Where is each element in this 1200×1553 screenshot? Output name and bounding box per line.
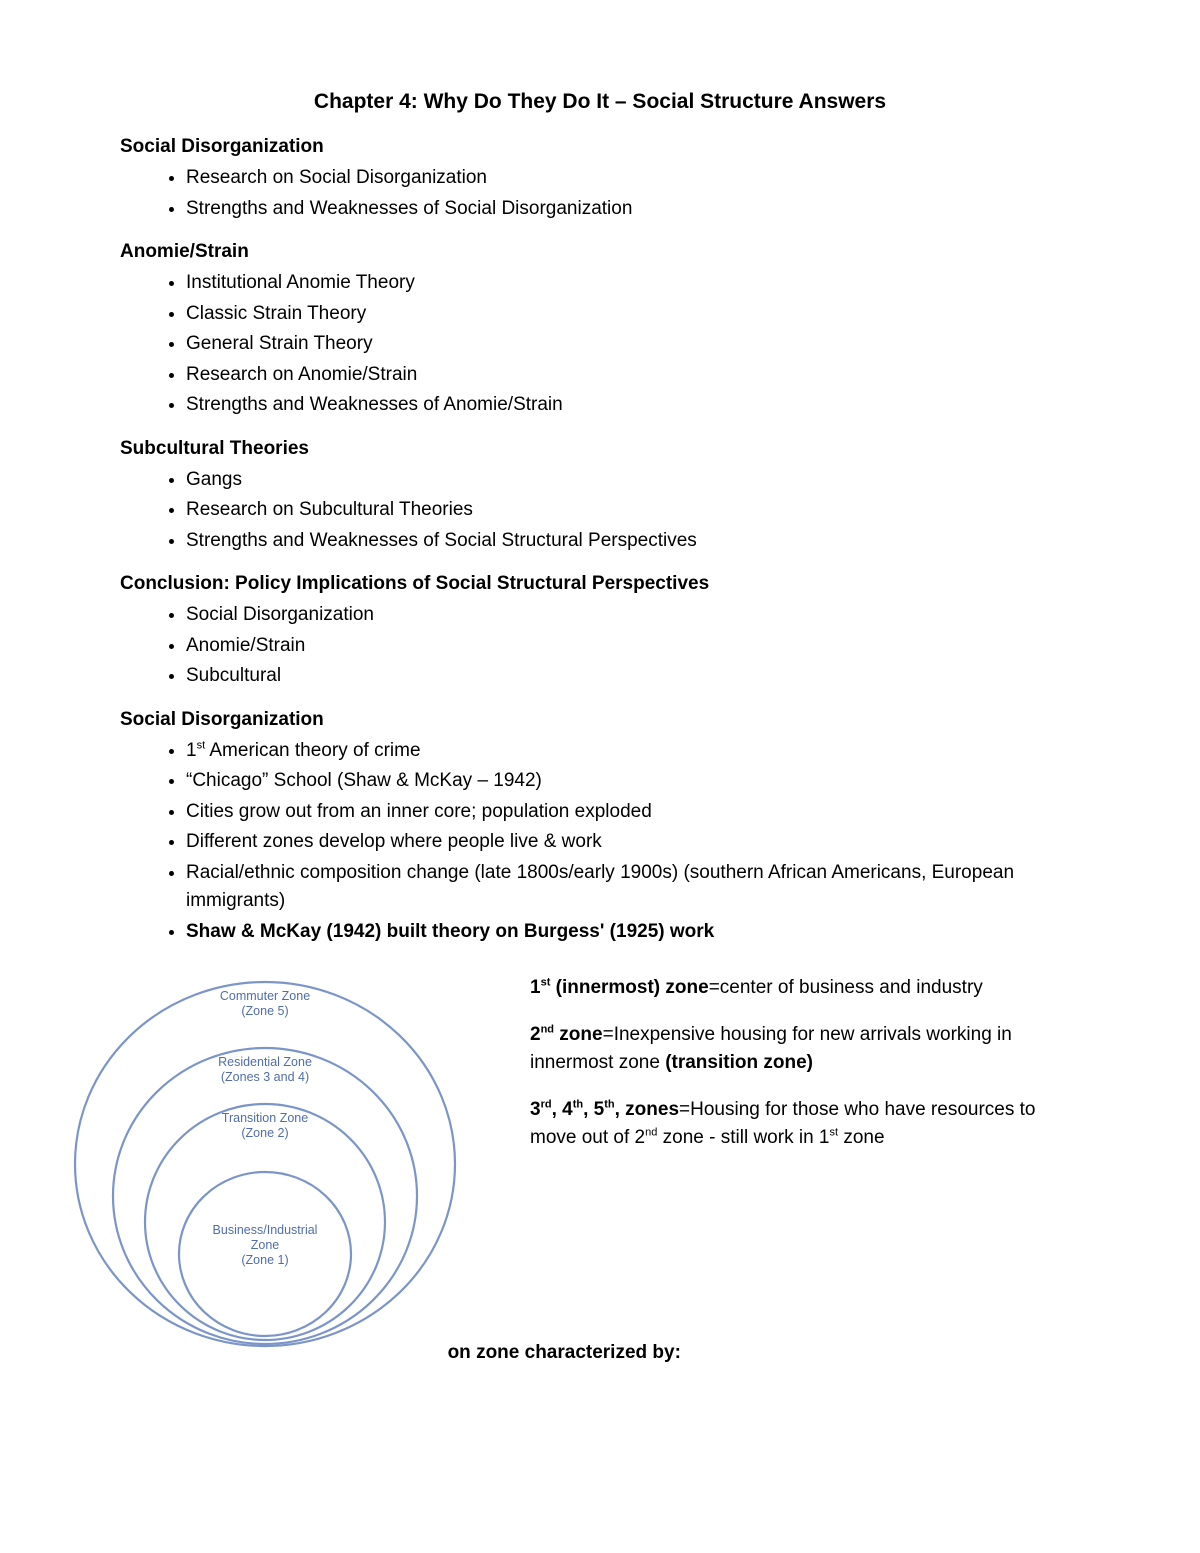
bullet-item: Institutional Anomie Theory — [186, 269, 1080, 298]
bullet-list: Research on Social DisorganizationStreng… — [120, 164, 1080, 223]
bullet-item: Research on Social Disorganization — [186, 164, 1080, 193]
document-page: Chapter 4: Why Do They Do It – Social St… — [0, 0, 1200, 1553]
bullet-item: Gangs — [186, 466, 1080, 495]
bullet-item: Cities grow out from an inner core; popu… — [186, 798, 1080, 827]
page-title: Chapter 4: Why Do They Do It – Social St… — [120, 90, 1080, 114]
zone-label: Residential Zone — [218, 1055, 312, 1069]
bullet-list: Institutional Anomie TheoryClassic Strai… — [120, 269, 1080, 420]
bullet-item: 1st American theory of crime — [186, 737, 1080, 766]
sections-container: Social Disorganization Research on Social… — [120, 136, 1080, 946]
bullet-item: Strengths and Weaknesses of Social Disor… — [186, 195, 1080, 224]
bullet-item: Racial/ethnic composition change (late 1… — [186, 859, 1080, 916]
section-heading: Subcultural Theories — [120, 438, 1080, 460]
zone-description: 3rd, 4th, 5th, zones=Housing for those w… — [530, 1096, 1080, 1153]
zone-label: Zone — [251, 1238, 280, 1252]
bullet-item: Shaw & McKay (1942) built theory on Burg… — [186, 918, 1080, 947]
zone-ellipse-2 — [113, 1048, 417, 1344]
bullet-item: Strengths and Weaknesses of Social Struc… — [186, 527, 1080, 556]
section-heading: Conclusion: Policy Implications of Socia… — [120, 573, 1080, 595]
zone-label: (Zone 1) — [241, 1253, 288, 1267]
bullet-item: Social Disorganization — [186, 601, 1080, 630]
zone-ellipse-1 — [75, 982, 455, 1346]
zone-svg: Commuter Zone(Zone 5)Residential Zone(Zo… — [70, 974, 500, 1374]
bullet-item: Research on Subcultural Theories — [186, 496, 1080, 525]
zone-label: Business/Industrial — [213, 1223, 318, 1237]
bullet-item: Classic Strain Theory — [186, 300, 1080, 329]
section-heading: Social Disorganization — [120, 136, 1080, 158]
zone-description: 2nd zone=Inexpensive housing for new arr… — [530, 1021, 1080, 1078]
zone-label: (Zone 5) — [241, 1004, 288, 1018]
zone-label: (Zone 2) — [241, 1126, 288, 1140]
bullet-item: General Strain Theory — [186, 330, 1080, 359]
bullet-list: 1st American theory of crime“Chicago” Sc… — [120, 737, 1080, 947]
bullet-list: GangsResearch on Subcultural TheoriesStr… — [120, 466, 1080, 556]
section-heading: Social Disorganization — [120, 709, 1080, 731]
bullet-item: Research on Anomie/Strain — [186, 361, 1080, 390]
zone-label: Commuter Zone — [220, 989, 310, 1003]
bullet-item: Different zones develop where people liv… — [186, 828, 1080, 857]
zone-label: (Zones 3 and 4) — [221, 1070, 309, 1084]
section-heading: Anomie/Strain — [120, 241, 1080, 263]
bullet-item: Strengths and Weaknesses of Anomie/Strai… — [186, 391, 1080, 420]
bullet-item: Anomie/Strain — [186, 632, 1080, 661]
bullet-list: Social DisorganizationAnomie/StrainSubcu… — [120, 601, 1080, 691]
zone-label: Transition Zone — [222, 1111, 308, 1125]
bullet-item: “Chicago” School (Shaw & McKay – 1942) — [186, 767, 1080, 796]
zone-description: 1st (innermost) zone=center of business … — [530, 974, 1080, 1003]
concentric-zone-diagram: Commuter Zone(Zone 5)Residential Zone(Zo… — [120, 974, 510, 1354]
bullet-item: Subcultural — [186, 662, 1080, 691]
figure-row: Commuter Zone(Zone 5)Residential Zone(Zo… — [120, 974, 1080, 1354]
zone-descriptions: 1st (innermost) zone=center of business … — [510, 974, 1080, 1171]
